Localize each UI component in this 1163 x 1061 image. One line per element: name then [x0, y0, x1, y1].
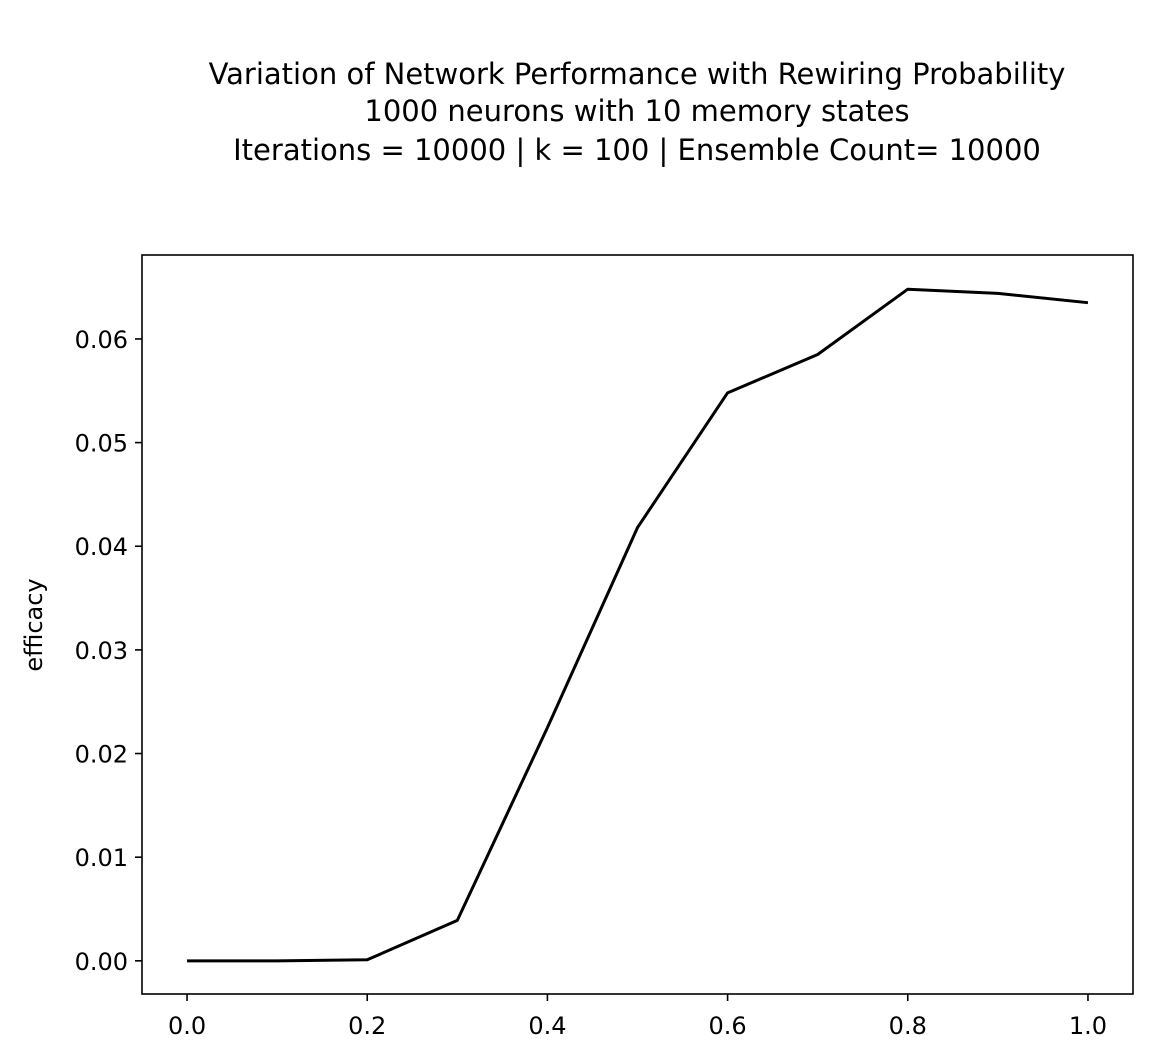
x-axis: 0.0 0.2 0.4 0.6 0.8 1.0 — [168, 994, 1107, 1040]
y-tick-label: 0.01 — [75, 844, 128, 872]
y-tick-label: 0.00 — [75, 948, 128, 976]
y-tick-label: 0.02 — [75, 741, 128, 769]
chart-title-line-2: 1000 neurons with 10 memory states — [364, 94, 909, 128]
x-tick-label: 0.8 — [889, 1012, 927, 1040]
series-group — [187, 287, 1089, 963]
chart-title-line-3: Iterations = 10000 | k = 100 | Ensemble … — [233, 133, 1041, 167]
y-tick-label: 0.03 — [75, 637, 128, 665]
chart-title: Variation of Network Performance with Re… — [209, 57, 1066, 167]
x-tick-label: 0.4 — [528, 1012, 566, 1040]
chart-title-line-1: Variation of Network Performance with Re… — [209, 57, 1066, 91]
x-tick-label: 0.6 — [709, 1012, 747, 1040]
x-tick-label: 0.0 — [168, 1012, 206, 1040]
y-axis-label: efficacy — [20, 578, 48, 671]
plot-area-frame — [141, 254, 1134, 995]
y-tick-label: 0.04 — [75, 533, 128, 561]
x-tick-label: 1.0 — [1069, 1012, 1107, 1040]
y-axis: 0.00 0.01 0.02 0.03 0.04 0.05 0.06 — [75, 326, 142, 976]
x-tick-label: 0.2 — [348, 1012, 386, 1040]
series-line — [187, 287, 1089, 963]
y-tick-label: 0.06 — [75, 326, 128, 354]
y-tick-label: 0.05 — [75, 430, 128, 458]
